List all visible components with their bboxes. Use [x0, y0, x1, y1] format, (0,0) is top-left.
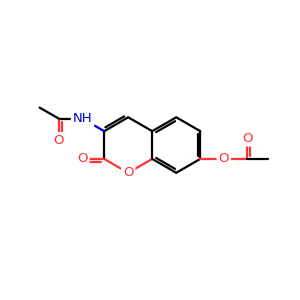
Text: O: O — [219, 152, 229, 165]
Text: O: O — [77, 152, 88, 165]
Text: O: O — [54, 134, 64, 147]
Text: O: O — [242, 132, 253, 145]
Text: NH: NH — [73, 112, 92, 125]
Text: O: O — [123, 166, 134, 179]
